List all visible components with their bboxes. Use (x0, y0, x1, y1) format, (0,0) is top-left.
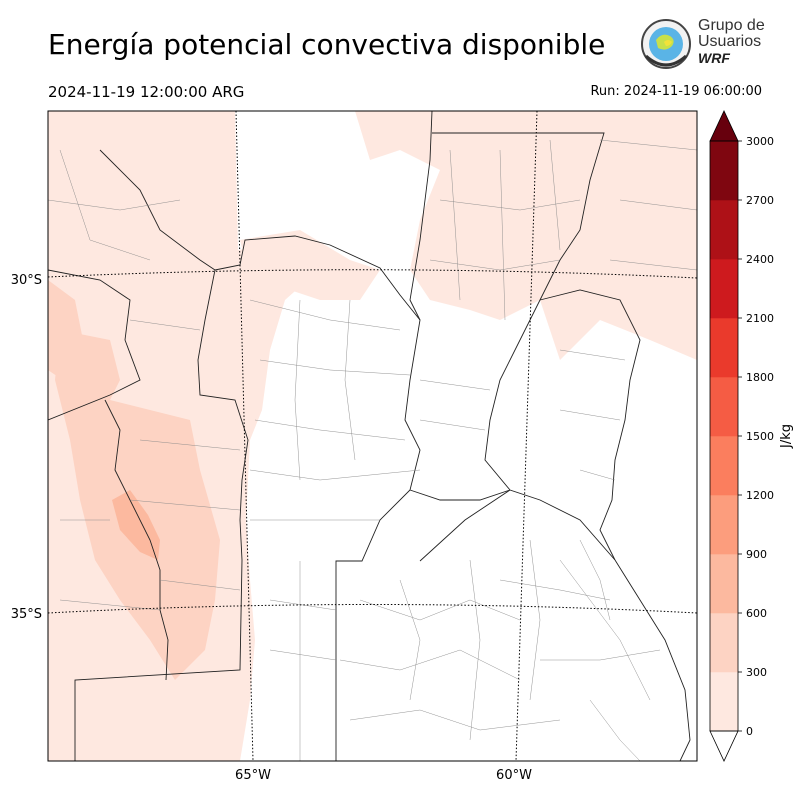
lon-label-65w: 65°W (235, 768, 271, 783)
colorbar-tick-label: 0 (746, 725, 753, 738)
logo-line-2: Usuarios (698, 33, 762, 50)
colorbar-segment (710, 436, 738, 496)
colorbar-tick-label: 2400 (746, 253, 774, 266)
valid-time: 2024-11-19 12:00:00 ARG (48, 83, 245, 101)
lat-label-35s: 35°S (11, 607, 42, 622)
colorbar-unit-label: J/kg (779, 424, 794, 449)
map-frame (47, 110, 698, 762)
colorbar-segment (710, 613, 738, 673)
parallel-30s (48, 269, 697, 279)
colorbar-segment (710, 554, 738, 614)
cape-field-north (48, 280, 85, 385)
colorbar-extend-max (709, 110, 739, 142)
wrf-logo: Grupo de Usuarios WRF (638, 16, 768, 72)
lat-label-30s: 30°S (11, 273, 42, 288)
colorbar-segment (710, 377, 738, 437)
map-area (48, 111, 697, 761)
colorbar-tick-label: 3000 (746, 135, 774, 148)
globe-logo-icon (641, 19, 691, 69)
graticule (48, 111, 697, 761)
run-time: Run: 2024-11-19 06:00:00 (590, 84, 762, 99)
colorbar-tick-label: 2100 (746, 312, 774, 325)
colorbar-tick-label: 900 (746, 548, 767, 561)
colorbar-tick-label: 2700 (746, 194, 774, 207)
colorbar-tick-label: 600 (746, 607, 767, 620)
colorbar-tick-label: 1200 (746, 489, 774, 502)
department-lines (48, 139, 697, 761)
lon-label-60w: 60°W (496, 768, 532, 783)
colorbar-segment (710, 141, 738, 201)
colorbar-tick-label: 1800 (746, 371, 774, 384)
cape-field-central (240, 230, 380, 300)
colorbar-extend-min (709, 730, 739, 762)
colorbar-tick-label: 1500 (746, 430, 774, 443)
logo-line-1: Grupo de (698, 17, 765, 34)
cape-field-core (112, 490, 160, 560)
colorbar-segment (710, 318, 738, 378)
logo-line-3: WRF (698, 50, 730, 66)
boundary-lines (48, 111, 691, 761)
colorbar-segment (710, 200, 738, 260)
parallel-35s (48, 604, 697, 614)
colorbar-segment (710, 672, 738, 732)
map-title: Energía potencial convectiva disponible (48, 28, 606, 61)
colorbar: 0 300 600 900 1200 1500 1800 2100 2400 2700 3000 (709, 110, 774, 762)
colorbar-segment (710, 259, 738, 319)
colorbar-segment (710, 495, 738, 555)
colorbar-tick-label: 300 (746, 666, 767, 679)
